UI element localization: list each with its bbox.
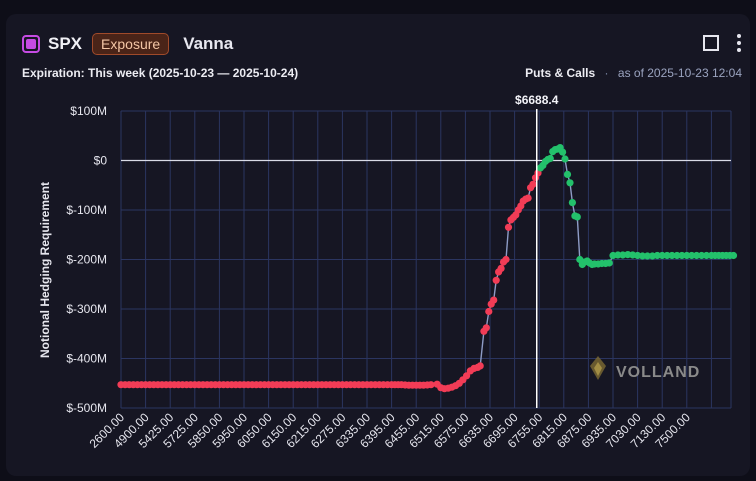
data-point[interactable] xyxy=(187,381,195,389)
data-point[interactable] xyxy=(568,199,577,207)
data-point[interactable] xyxy=(490,296,498,304)
data-point[interactable] xyxy=(162,381,170,389)
data-point[interactable] xyxy=(504,223,513,231)
watermark-text: VOLLAND xyxy=(616,364,700,381)
data-point[interactable] xyxy=(485,307,493,316)
data-point[interactable] xyxy=(310,381,318,389)
puts-calls-label: Puts & Calls xyxy=(525,66,596,80)
data-point[interactable] xyxy=(476,362,484,370)
data-point[interactable] xyxy=(408,381,417,389)
data-point[interactable] xyxy=(211,381,219,389)
data-point[interactable] xyxy=(573,213,581,221)
spot-price-label: $6688.4 xyxy=(515,93,559,107)
data-point[interactable] xyxy=(150,381,158,389)
volland-logo-icon xyxy=(590,356,606,380)
data-point[interactable] xyxy=(423,381,431,389)
data-point[interactable] xyxy=(497,264,505,272)
data-point[interactable] xyxy=(199,381,207,389)
y-tick-label: $-400M xyxy=(66,352,107,366)
data-point[interactable] xyxy=(394,381,402,389)
y-tick-label: $100M xyxy=(70,104,107,118)
data-point[interactable] xyxy=(482,324,490,332)
y-tick-label: $0 xyxy=(94,154,108,168)
fullscreen-icon[interactable] xyxy=(702,34,720,52)
data-point[interactable] xyxy=(383,381,392,389)
data-point[interactable] xyxy=(463,372,471,380)
ticker-label: SPX xyxy=(48,34,83,53)
data-point[interactable] xyxy=(693,251,701,260)
data-point[interactable] xyxy=(561,155,569,163)
y-axis-ticks: $100M $0 $-100M $-200M $-300M $-400M $-500M xyxy=(66,104,107,415)
data-point[interactable] xyxy=(285,381,293,389)
data-point[interactable] xyxy=(334,381,342,389)
data-point[interactable] xyxy=(529,180,537,188)
data-point[interactable] xyxy=(416,381,424,389)
data-point[interactable] xyxy=(524,194,532,202)
y-tick-label: $-100M xyxy=(66,203,107,217)
series-points xyxy=(117,144,738,393)
data-point[interactable] xyxy=(605,259,613,267)
data-point[interactable] xyxy=(502,255,510,264)
data-point[interactable] xyxy=(125,381,133,389)
data-point[interactable] xyxy=(224,381,232,389)
data-point[interactable] xyxy=(248,381,256,389)
y-tick-label: $-300M xyxy=(66,302,107,316)
header-actions xyxy=(702,34,742,52)
exposure-badge[interactable]: Exposure xyxy=(92,33,170,55)
data-point[interactable] xyxy=(273,381,281,389)
y-tick-label: $-200M xyxy=(66,253,107,267)
data-point[interactable] xyxy=(643,252,652,260)
data-point[interactable] xyxy=(137,381,146,389)
ticker-color-icon xyxy=(22,35,40,53)
data-point[interactable] xyxy=(297,381,305,389)
chart-card xyxy=(6,14,750,476)
data-point[interactable] xyxy=(559,148,567,156)
chart-meta: Puts & Calls · as of 2025-10-23 12:04 xyxy=(525,66,742,80)
expiration-label: Expiration: This week (2025-10-23 — 2025… xyxy=(22,66,299,80)
data-point[interactable] xyxy=(566,179,574,187)
data-point[interactable] xyxy=(711,251,719,260)
y-tick-label: $-500M xyxy=(66,401,107,415)
x-axis-ticks: 2600.004900.005425.005725.005850.005950.… xyxy=(87,410,694,451)
data-point[interactable] xyxy=(401,381,409,389)
more-menu-icon[interactable] xyxy=(736,34,742,52)
data-point[interactable] xyxy=(668,251,676,260)
data-point[interactable] xyxy=(718,251,727,260)
data-point[interactable] xyxy=(260,381,269,389)
data-point[interactable] xyxy=(322,381,330,389)
data-point[interactable] xyxy=(563,170,572,178)
chart-title: Vanna xyxy=(183,34,234,53)
as-of-timestamp: as of 2025-10-23 12:04 xyxy=(617,66,742,80)
data-point[interactable] xyxy=(174,381,182,389)
data-point[interactable] xyxy=(546,154,554,163)
chart-header: SPX Exposure Vanna xyxy=(22,32,233,56)
data-point[interactable] xyxy=(371,381,379,389)
chart-grid xyxy=(120,110,732,409)
meta-separator: · xyxy=(604,66,609,80)
y-axis-label: Notional Hedging Requirement xyxy=(38,182,52,358)
series-line xyxy=(121,146,734,390)
data-point[interactable] xyxy=(236,381,244,389)
volland-watermark: VOLLAND xyxy=(590,356,700,381)
data-point[interactable] xyxy=(347,381,355,389)
data-point[interactable] xyxy=(359,381,367,389)
data-point[interactable] xyxy=(492,276,500,284)
data-point[interactable] xyxy=(726,251,734,260)
